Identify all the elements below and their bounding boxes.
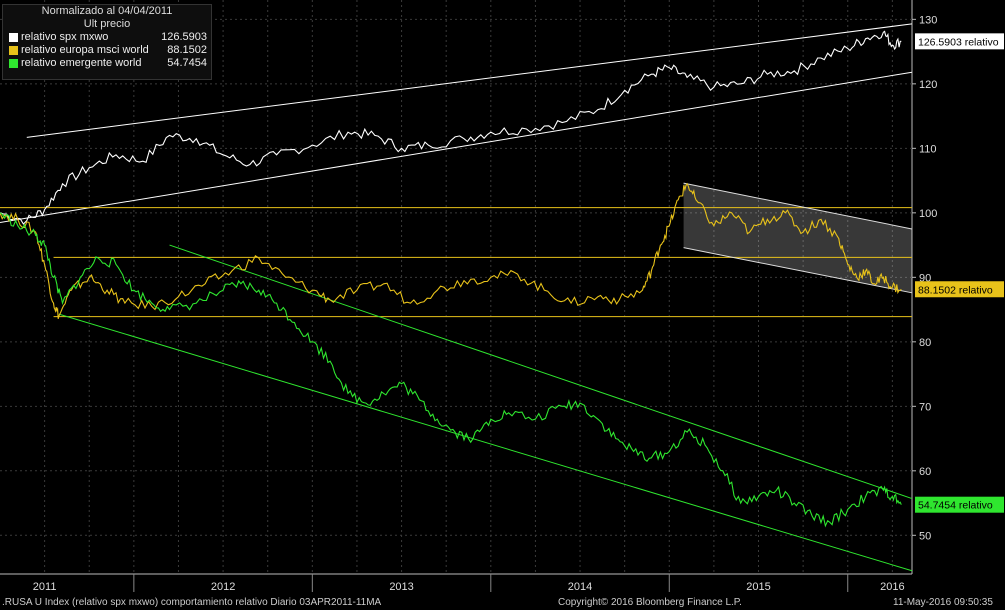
x-tick-label: 2012 xyxy=(211,581,235,593)
x-tick-label: 2013 xyxy=(389,581,413,593)
y-tick-label: 80 xyxy=(919,337,931,349)
grid-lines xyxy=(0,0,912,574)
last-value-labels: 126.5903 relativo 88.1502 relativo 54.7454… xyxy=(915,33,1004,513)
trend-line xyxy=(58,313,913,572)
series-line-1 xyxy=(0,182,902,320)
trend-line xyxy=(683,247,913,294)
last-value-box-0 xyxy=(915,33,1004,50)
legend-item-spx: relativo spx mxwo 126.5903 xyxy=(3,31,211,44)
last-value-label-0: 126.5903 relativo xyxy=(918,36,999,48)
x-tick-label: 2014 xyxy=(568,581,592,593)
y-tick-label: 60 xyxy=(919,466,931,478)
last-value-box-2 xyxy=(915,496,1004,513)
series-lines xyxy=(0,30,902,528)
legend: Normalizado al 04/04/2011 Ult precio rel… xyxy=(2,4,212,80)
shaded-channel-region xyxy=(683,183,912,293)
legend-value-europa: 88.1502 xyxy=(167,44,207,56)
legend-value-spx: 126.5903 xyxy=(161,31,207,43)
legend-swatch-spx xyxy=(9,33,18,42)
legend-item-europa: relativo europa msci world 88.1502 xyxy=(3,44,211,57)
last-value-box-1 xyxy=(915,281,1004,298)
y-tick-label: 100 xyxy=(919,208,937,220)
footer: .RUSA U Index (relativo spx mxwo) compor… xyxy=(0,594,1005,610)
series-line-0 xyxy=(0,30,902,225)
footer-copyright: Copyright© 2016 Bloomberg Finance L.P. xyxy=(558,597,742,608)
y-tick-label: 50 xyxy=(919,530,931,542)
x-tick-label: 2016 xyxy=(880,581,904,593)
trend-line xyxy=(683,182,913,230)
legend-subtitle: Ult precio xyxy=(83,18,131,30)
x-axis-panel xyxy=(0,574,1005,594)
legend-swatch-europa xyxy=(9,46,18,55)
y-tick-label: 130 xyxy=(919,14,937,26)
legend-swatch-emergente xyxy=(9,59,18,68)
series-line-2 xyxy=(0,212,902,528)
trend-line xyxy=(0,71,913,223)
x-tick-label: 2011 xyxy=(33,581,57,593)
trend-line xyxy=(26,23,913,138)
shaded-channel xyxy=(683,183,912,293)
trend-line xyxy=(169,244,913,500)
footer-timestamp: 11-May-2016 09:50:35 xyxy=(893,597,993,608)
trend-lines xyxy=(0,23,913,572)
y-tick-label: 120 xyxy=(919,79,937,91)
x-axis-ticks: 2011 2012 2013 2014 2015 2016 xyxy=(33,574,905,593)
x-tick-label: 2015 xyxy=(746,581,770,593)
last-value-label-2: 54.7454 relativo xyxy=(918,500,993,512)
legend-label-europa: relativo europa msci world xyxy=(21,44,149,56)
legend-label-emergente: relativo emergente world xyxy=(21,57,142,69)
y-tick-label: 110 xyxy=(919,143,937,155)
legend-item-emergente: relativo emergente world 54.7454 xyxy=(3,57,211,70)
footer-index-description: .RUSA U Index (relativo spx mxwo) compor… xyxy=(2,597,382,608)
y-tick-label: 70 xyxy=(919,401,931,413)
plot-background xyxy=(0,0,912,574)
legend-label-spx: relativo spx mxwo xyxy=(21,31,109,43)
legend-title: Normalizado al 04/04/2011 xyxy=(41,5,173,17)
last-value-label-1: 88.1502 relativo xyxy=(918,284,993,296)
legend-value-emergente: 54.7454 xyxy=(167,57,207,69)
